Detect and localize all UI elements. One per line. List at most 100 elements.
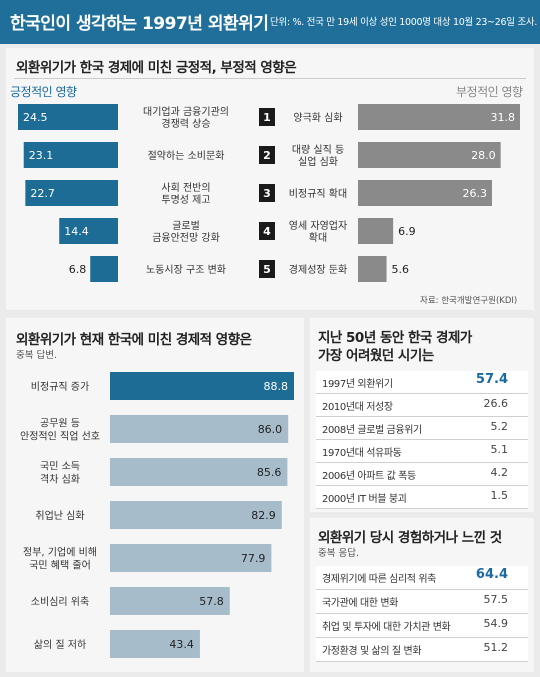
positive-bar [23, 142, 118, 168]
rank-number: 3 [263, 187, 271, 200]
impact-value-label: 86.0 [258, 423, 283, 436]
negative-value-label: 26.3 [462, 187, 487, 200]
source-note: 자료: 한국개발연구원(KDI) [420, 296, 518, 306]
table-row: 2010년대 저성장 26.6 [316, 394, 528, 417]
table-row-value: 1.5 [490, 489, 509, 502]
impact-category-label: 격차 심화 [40, 473, 80, 486]
impact-bar [110, 544, 272, 572]
negative-category-label: 영세 자영업자 [289, 219, 347, 232]
impact-value-label: 43.4 [169, 638, 194, 651]
impact-category-label: 정부, 기업에 비해 [23, 546, 97, 559]
table-row-value: 5.1 [490, 443, 509, 456]
positive-category-label: 대기업과 금융기관의 [143, 105, 229, 118]
rank-box [259, 222, 275, 240]
positive-category-label: 금융안전망 강화 [152, 232, 220, 244]
positive-category-label: 사회 전반의 [161, 182, 210, 194]
section-experience-title: 외환위기 당시 경험하거나 느낀 것 [318, 530, 502, 546]
impact-bar [110, 372, 294, 400]
impact-bar [110, 630, 200, 658]
impact-bar [110, 587, 230, 615]
negative-value-label: 5.6 [392, 263, 410, 276]
negative-category-label: 확대 [309, 232, 327, 244]
impact-value-label: 82.9 [251, 509, 276, 522]
impact-category-label: 소비심리 위축 [31, 595, 89, 608]
rank-box [259, 146, 275, 164]
impact-category-label: 안정적인 직업 선호 [20, 430, 100, 443]
page-title: 한국인이 생각하는 1997년 외환위기 [10, 14, 269, 34]
table-row-value: 57.5 [483, 593, 509, 606]
impact-category-label: 국민 소득 [40, 461, 80, 473]
impact-bar [110, 415, 289, 443]
table-row-value: 54.9 [483, 617, 509, 630]
negative-bar [358, 104, 520, 130]
impact-value-label: 57.8 [199, 595, 224, 608]
section-hardest-title-1: 지난 50년 동안 한국 경제가 [318, 330, 472, 346]
table-row: 경제위기에 따른 심리적 위축 64.4 [316, 566, 528, 590]
section-experience-note: 중복 응답. [318, 548, 359, 559]
table-row-label: 2000년 IT 버블 붕괴 [322, 494, 407, 505]
table-row: 1997년 외환위기 57.4 [316, 371, 528, 394]
section-effects-rule [14, 78, 526, 79]
impact-category-label: 공무원 등 [40, 418, 80, 430]
table-row: 1970년대 석유파동 5.1 [316, 440, 528, 463]
table-row-label: 가정환경 및 삶의 질 변화 [322, 646, 422, 657]
section-impact-note: 중복 답변. [16, 350, 57, 361]
header-banner: 한국인이 생각하는 1997년 외환위기 단위: %. 전국 만 19세 이상 … [0, 0, 540, 44]
negative-category-label: 양극화 심화 [293, 112, 342, 124]
rank-box [259, 260, 275, 278]
impact-bar [110, 501, 282, 529]
rank-box [259, 184, 275, 202]
rank-number: 5 [263, 263, 271, 276]
negative-bar [358, 256, 387, 282]
negative-value-label: 6.9 [398, 225, 416, 238]
table-row-value: 57.4 [475, 372, 508, 387]
positive-bar [59, 218, 118, 244]
table-row-value: 26.6 [483, 397, 509, 410]
table-row: 2000년 IT 버블 붕괴 1.5 [316, 486, 528, 509]
impact-category-label: 삶의 질 저하 [34, 638, 86, 651]
table-row: 취업 및 투자에 대한 가치관 변화 54.9 [316, 614, 528, 638]
rank-number: 1 [263, 111, 271, 124]
positive-bar [90, 256, 118, 282]
impact-category-label: 취업난 심화 [35, 509, 84, 522]
negative-category-label: 경제성장 둔화 [289, 263, 347, 276]
positive-value-label: 6.8 [69, 263, 87, 276]
negative-category-label: 대량 실직 등 [292, 144, 344, 156]
positive-category-label: 노동시장 구조 변화 [146, 264, 226, 276]
section-impact-title: 외환위기가 현재 한국에 미친 경제적 영향은 [16, 332, 252, 348]
negative-value-label: 28.0 [471, 149, 496, 162]
section-hardest-title-2: 가장 어려웠던 시기는 [318, 348, 434, 364]
negative-value-label: 31.8 [491, 111, 516, 124]
positive-value-label: 23.1 [29, 149, 54, 162]
table-row-label: 1970년대 석유파동 [322, 448, 402, 459]
table-row-label: 국가관에 대한 변화 [322, 598, 398, 609]
table-row-label: 2008년 글로벌 금융위기 [322, 425, 422, 436]
section-effects-title: 외환위기가 한국 경제에 미친 긍정적, 부정적 영향은 [16, 60, 297, 76]
negative-bar [358, 218, 394, 244]
table-row-label: 취업 및 투자에 대한 가치관 변화 [322, 622, 451, 633]
survey-note: 단위: %. 전국 만 19세 이상 성인 1000명 대상 10월 23~26… [270, 17, 538, 28]
positive-value-label: 22.7 [30, 187, 55, 200]
negative-category-label: 비정규직 확대 [289, 188, 347, 200]
table-row-label: 1997년 외환위기 [322, 379, 393, 390]
table-row-value: 5.2 [490, 420, 509, 433]
negative-bar [358, 180, 492, 206]
negative-bar [358, 142, 501, 168]
impact-category-label: 비정규직 증가 [31, 381, 89, 393]
table-row: 가정환경 및 삶의 질 변화 51.2 [316, 638, 528, 662]
rank-number: 2 [263, 149, 271, 162]
table-row: 국가관에 대한 변화 57.5 [316, 590, 528, 614]
positive-category-label: 절약하는 소비문화 [148, 149, 225, 162]
table-row: 2008년 글로벌 금융위기 5.2 [316, 417, 528, 440]
rank-number: 4 [263, 225, 271, 238]
impact-category-label: 국민 혜택 줄어 [29, 560, 91, 572]
negative-category-label: 실업 심화 [298, 155, 338, 168]
table-row-value: 4.2 [490, 466, 509, 479]
impact-value-label: 77.9 [241, 552, 266, 565]
positive-value-label: 24.5 [23, 111, 48, 124]
rank-box [259, 108, 275, 126]
table-row: 2006년 아파트 값 폭등 4.2 [316, 463, 528, 486]
table-row-value: 51.2 [483, 641, 509, 654]
